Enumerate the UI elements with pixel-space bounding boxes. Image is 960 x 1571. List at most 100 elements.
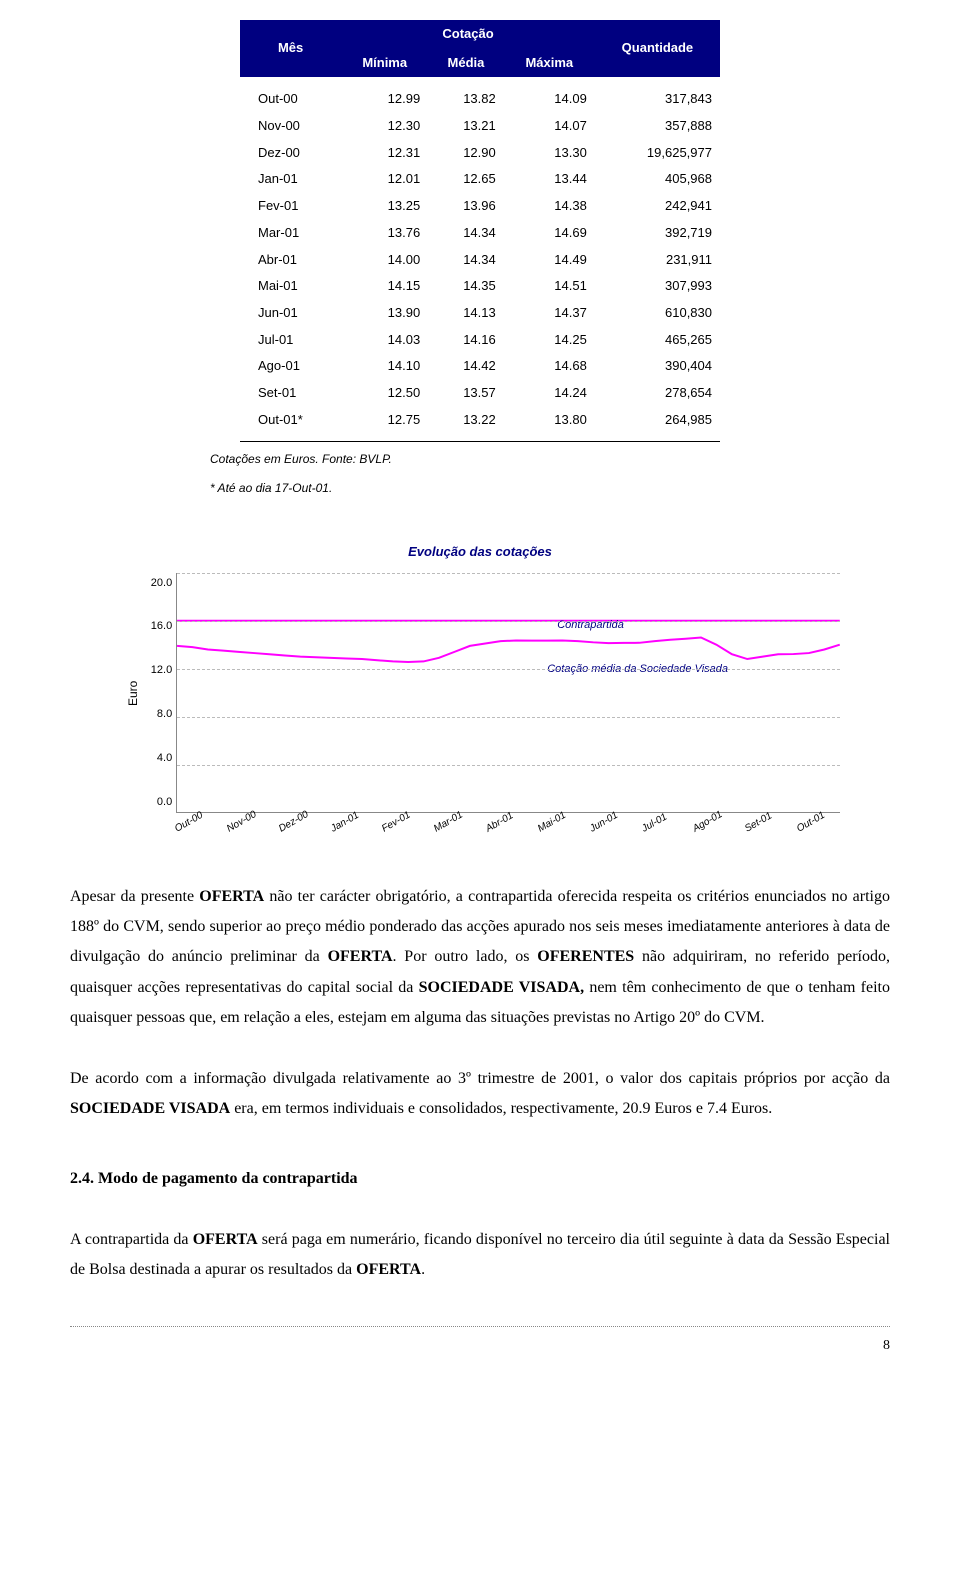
p2-sociedade: SOCIEDADE VISADA xyxy=(70,1100,230,1117)
th-mes: Mês xyxy=(240,20,341,77)
table-row: Set-0112.5013.5714.24278,654 xyxy=(240,380,720,407)
table-cell: 12.90 xyxy=(428,140,504,167)
contrapartida-label: Contrapartida xyxy=(557,615,624,636)
table-cell: 392,719 xyxy=(595,220,720,247)
table-cell: 278,654 xyxy=(595,380,720,407)
table-footnote-2: * Até ao dia 17-Out-01. xyxy=(210,477,890,500)
table-cell: Mai-01 xyxy=(240,273,341,300)
y-tick-label: 12.0 xyxy=(151,660,172,681)
table-cell: Jan-01 xyxy=(240,166,341,193)
grid-line xyxy=(177,717,840,718)
table-cell: 13.76 xyxy=(341,220,428,247)
table-cell: 317,843 xyxy=(595,77,720,113)
table-cell: 390,404 xyxy=(595,353,720,380)
table-cell: Mar-01 xyxy=(240,220,341,247)
table-cell: 12.31 xyxy=(341,140,428,167)
table-cell: 14.16 xyxy=(428,327,504,354)
page-number: 8 xyxy=(70,1326,890,1360)
table-cell: 14.34 xyxy=(428,247,504,274)
table-cell: Dez-00 xyxy=(240,140,341,167)
table-cell: 14.13 xyxy=(428,300,504,327)
table-row: Out-01*12.7513.2213.80264,985 xyxy=(240,407,720,434)
p1-text-c: . Por outro lado, os xyxy=(393,948,538,965)
y-tick-label: 0.0 xyxy=(151,792,172,813)
table-cell: 13.57 xyxy=(428,380,504,407)
table-cell: 307,993 xyxy=(595,273,720,300)
y-tick-label: 16.0 xyxy=(151,616,172,637)
table-cell: Ago-01 xyxy=(240,353,341,380)
th-max: Máxima xyxy=(504,49,595,78)
p2-text-a: De acordo com a informação divulgada rel… xyxy=(70,1070,890,1087)
table-row: Mai-0114.1514.3514.51307,993 xyxy=(240,273,720,300)
table-cell: Abr-01 xyxy=(240,247,341,274)
table-cell: 14.10 xyxy=(341,353,428,380)
grid-line xyxy=(177,573,840,574)
table-cell: 13.90 xyxy=(341,300,428,327)
table-cell: 12.99 xyxy=(341,77,428,113)
table-cell: 13.25 xyxy=(341,193,428,220)
table-row: Fev-0113.2513.9614.38242,941 xyxy=(240,193,720,220)
table-cell: 14.68 xyxy=(504,353,595,380)
table-cell: 12.65 xyxy=(428,166,504,193)
table-row: Dez-0012.3112.9013.3019,625,977 xyxy=(240,140,720,167)
table-cell: 14.37 xyxy=(504,300,595,327)
evolucao-chart: Evolução das cotações Euro 20.016.012.08… xyxy=(120,540,840,842)
p3-oferta-2: OFERTA xyxy=(356,1261,421,1278)
y-axis-label: Euro xyxy=(120,573,147,813)
section-heading-2-4: 2.4. Modo de pagamento da contrapartida xyxy=(70,1164,890,1194)
table-cell: Nov-00 xyxy=(240,113,341,140)
table-cell: 405,968 xyxy=(595,166,720,193)
table-cell: 231,911 xyxy=(595,247,720,274)
table-cell: 19,625,977 xyxy=(595,140,720,167)
p1-oferta-1: OFERTA xyxy=(199,888,264,905)
table-row: Ago-0114.1014.4214.68390,404 xyxy=(240,353,720,380)
grid-line xyxy=(177,669,840,670)
th-cotacao-group: Cotação xyxy=(341,20,595,49)
paragraph-1: Apesar da presente OFERTA não ter caráct… xyxy=(70,882,890,1034)
table-cell: 14.49 xyxy=(504,247,595,274)
paragraph-3: A contrapartida da OFERTA será paga em n… xyxy=(70,1225,890,1286)
table-row: Nov-0012.3013.2114.07357,888 xyxy=(240,113,720,140)
table-cell: 14.34 xyxy=(428,220,504,247)
table-cell: 14.03 xyxy=(341,327,428,354)
table-row: Jun-0113.9014.1314.37610,830 xyxy=(240,300,720,327)
table-row: Jan-0112.0112.6513.44405,968 xyxy=(240,166,720,193)
table-cell: 12.01 xyxy=(341,166,428,193)
chart-plot-area: Contrapartida Cotação média da Sociedade… xyxy=(176,573,840,813)
p1-text: Apesar da presente xyxy=(70,888,199,905)
p1-oferta-2: OFERTA xyxy=(328,948,393,965)
paragraph-2: De acordo com a informação divulgada rel… xyxy=(70,1064,890,1125)
cotacao-table: Mês Cotação Quantidade Mínima Média Máxi… xyxy=(240,20,720,433)
th-quantidade: Quantidade xyxy=(595,20,720,77)
table-cell: 14.09 xyxy=(504,77,595,113)
table-cell: 465,265 xyxy=(595,327,720,354)
table-cell: 242,941 xyxy=(595,193,720,220)
table-cell: Jul-01 xyxy=(240,327,341,354)
table-cell: 13.80 xyxy=(504,407,595,434)
table-cell: 13.44 xyxy=(504,166,595,193)
table-cell: 12.30 xyxy=(341,113,428,140)
table-cell: 13.22 xyxy=(428,407,504,434)
table-cell: 12.75 xyxy=(341,407,428,434)
table-cell: 14.35 xyxy=(428,273,504,300)
table-cell: 357,888 xyxy=(595,113,720,140)
table-cell: 14.51 xyxy=(504,273,595,300)
table-footnote-1: Cotações em Euros. Fonte: BVLP. xyxy=(210,448,890,471)
th-avg: Média xyxy=(428,49,504,78)
p3-text-a: A contrapartida da xyxy=(70,1231,193,1248)
p3-text-c: . xyxy=(421,1261,425,1278)
table-cell: 14.25 xyxy=(504,327,595,354)
table-cell: Jun-01 xyxy=(240,300,341,327)
table-cell: 13.96 xyxy=(428,193,504,220)
table-cell: 13.82 xyxy=(428,77,504,113)
y-tick-label: 4.0 xyxy=(151,748,172,769)
table-cell: 12.50 xyxy=(341,380,428,407)
table-cell: Out-00 xyxy=(240,77,341,113)
table-cell: 13.30 xyxy=(504,140,595,167)
p1-oferentes: OFERENTES xyxy=(537,948,634,965)
table-cell: 14.15 xyxy=(341,273,428,300)
table-cell: 14.38 xyxy=(504,193,595,220)
table-cell: 264,985 xyxy=(595,407,720,434)
table-row: Mar-0113.7614.3414.69392,719 xyxy=(240,220,720,247)
table-cell: 610,830 xyxy=(595,300,720,327)
